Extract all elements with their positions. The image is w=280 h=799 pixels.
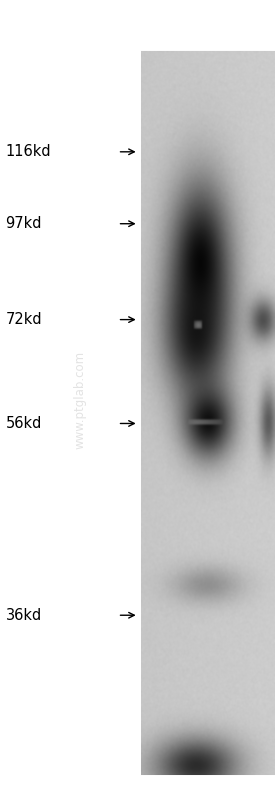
Text: 56kd: 56kd: [6, 416, 42, 431]
Text: 97kd: 97kd: [6, 217, 42, 231]
Text: 116kd: 116kd: [6, 145, 51, 159]
Text: 36kd: 36kd: [6, 608, 42, 622]
Text: 72kd: 72kd: [6, 312, 42, 327]
Text: www.ptglab.com: www.ptglab.com: [73, 351, 86, 448]
